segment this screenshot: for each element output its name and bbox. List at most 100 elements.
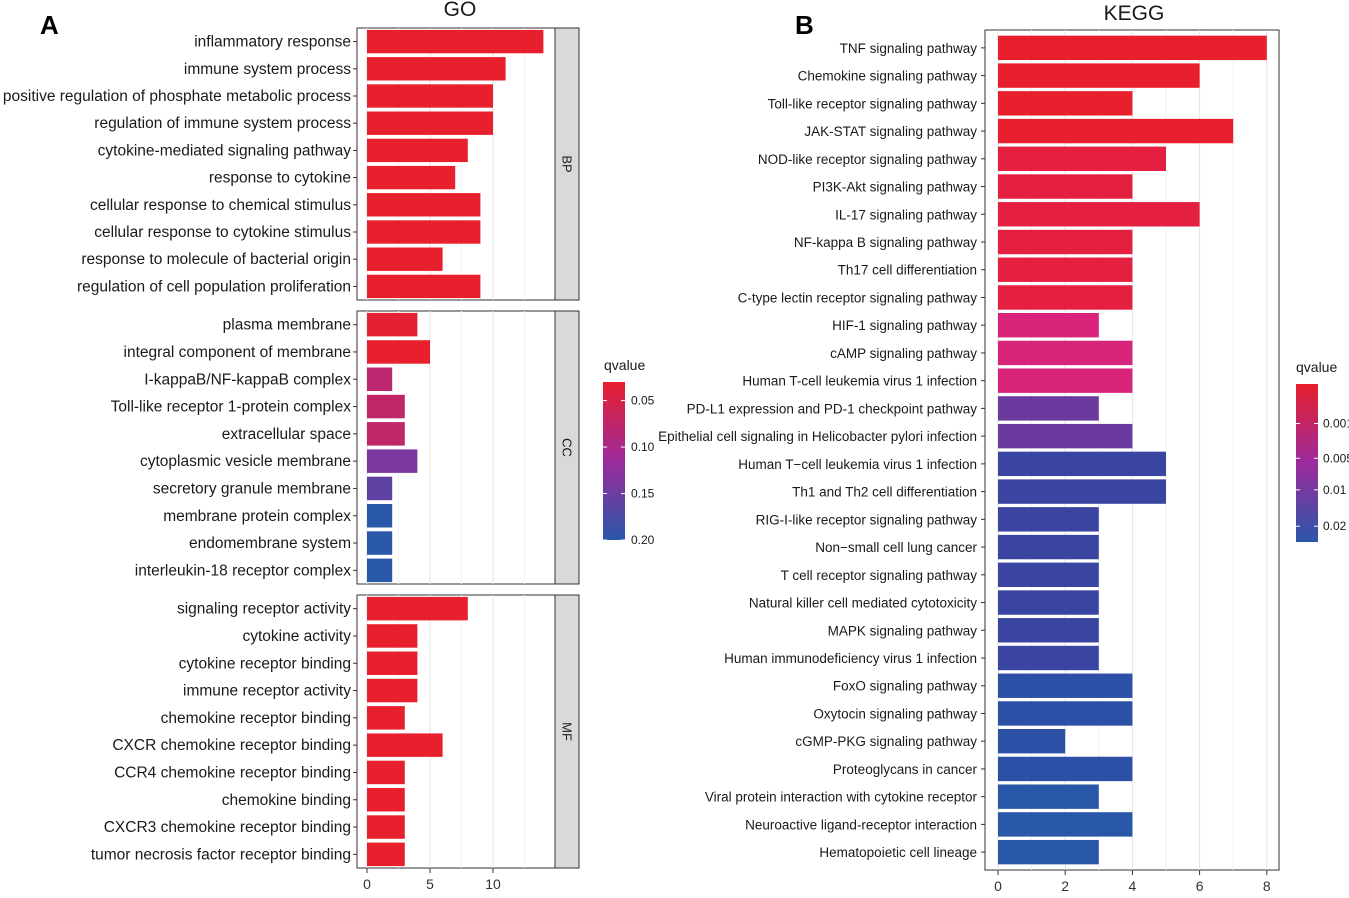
go-bar: [367, 422, 405, 446]
kegg-category-label: cAMP signaling pathway: [830, 346, 977, 361]
go-facet-strip: [554, 594, 580, 869]
go-panel: A GO inflammatory response immune system …: [3, 0, 580, 892]
kegg-category-label: NOD-like receptor signaling pathway: [758, 152, 977, 167]
kegg-legend-title: qvalue: [1296, 359, 1337, 375]
kegg-category-label: Human T-cell leukemia virus 1 infection: [742, 374, 977, 389]
go-legend-tick-label: 0.20: [631, 533, 655, 547]
kegg-category-label: Proteoglycans in cancer: [833, 762, 978, 777]
go-bar: [367, 476, 393, 501]
kegg-category-label: FoxO signaling pathway: [833, 679, 977, 694]
kegg-category-label: NF-kappa B signaling pathway: [794, 235, 977, 250]
kegg-bar: [998, 146, 1166, 172]
go-category-label: endomembrane system: [189, 535, 351, 552]
go-category-label: I-kappaB/NF-kappaB complex: [144, 371, 351, 388]
kegg-bar: [998, 202, 1200, 227]
go-bar: [367, 57, 506, 81]
go-bar: [367, 312, 418, 337]
kegg-x-tick-label: 2: [1061, 878, 1069, 894]
kegg-bar: [998, 91, 1133, 116]
go-category-label: cellular response to cytokine stimulus: [94, 224, 351, 241]
kegg-x-tick-label: 0: [994, 878, 1002, 894]
kegg-title: KEGG: [1104, 2, 1165, 25]
kegg-panel: B KEGG TNF signaling pathway Chemokine si…: [658, 2, 1280, 894]
panel-label-b: B: [795, 10, 814, 40]
kegg-bar: [998, 118, 1234, 144]
kegg-bar: [998, 174, 1133, 199]
go-category-label: cytoplasmic vesicle membrane: [140, 453, 351, 470]
go-category-label: membrane protein complex: [163, 508, 351, 525]
kegg-legend-tick-label: 0.001: [1323, 417, 1349, 431]
go-category-label: secretory granule membrane: [153, 480, 351, 497]
kegg-category-label: Human T−cell leukemia virus 1 infection: [738, 457, 977, 472]
kegg-bar: [998, 618, 1099, 643]
kegg-legend-tick-label: 0.02: [1323, 519, 1347, 533]
kegg-category-label: Oxytocin signaling pathway: [813, 706, 977, 721]
kegg-x-tick-label: 6: [1196, 878, 1204, 894]
go-bar: [367, 247, 443, 271]
kegg-bar: [998, 534, 1099, 560]
go-category-label: inflammatory response: [194, 34, 351, 51]
kegg-category-label: JAK-STAT signaling pathway: [804, 124, 977, 139]
go-category-label: positive regulation of phosphate metabol…: [3, 88, 351, 105]
kegg-category-label: Th17 cell differentiation: [838, 263, 977, 278]
go-legend-title: qvalue: [604, 357, 645, 373]
go-category-label: cytokine-mediated signaling pathway: [98, 142, 352, 159]
go-category-label: cytokine receptor binding: [179, 655, 351, 672]
kegg-bar: [998, 784, 1099, 809]
panel-label-a: A: [40, 10, 59, 40]
kegg-bar: [998, 839, 1099, 865]
go-category-label: cytokine activity: [242, 628, 351, 645]
go-bar: [367, 84, 493, 108]
kegg-category-label: HIF-1 signaling pathway: [832, 318, 977, 333]
kegg-x-tick-label: 4: [1129, 878, 1137, 894]
go-bar: [367, 624, 418, 648]
kegg-bar: [998, 285, 1133, 310]
kegg-category-label: Th1 and Th2 cell differentiation: [792, 485, 977, 500]
kegg-category-label: cGMP-PKG signaling pathway: [795, 734, 977, 749]
go-category-label: integral component of membrane: [124, 344, 351, 361]
go-category-label: tumor necrosis factor receptor binding: [91, 846, 351, 863]
go-bar: [367, 651, 418, 675]
kegg-bar: [998, 35, 1267, 61]
go-x-tick-label: 10: [485, 876, 501, 892]
kegg-bar: [998, 479, 1166, 504]
kegg-category-label: Viral protein interaction with cytokine …: [705, 790, 978, 805]
go-bar: [367, 193, 481, 217]
go-bar: [367, 504, 393, 528]
go-category-label: CCR4 chemokine receptor binding: [114, 764, 351, 781]
go-legend-tick-label: 0.10: [631, 440, 655, 454]
go-category-label: response to molecule of bacterial origin: [81, 251, 351, 268]
kegg-category-label: Chemokine signaling pathway: [798, 69, 978, 84]
go-bar: [367, 138, 468, 163]
go-facet-strip: [554, 310, 580, 585]
go-category-label: CXCR chemokine receptor binding: [112, 737, 351, 754]
kegg-bar: [998, 507, 1099, 532]
go-title: GO: [444, 0, 477, 21]
go-bar: [367, 733, 443, 757]
go-colorbar: [603, 382, 625, 540]
go-bar: [367, 340, 430, 364]
go-category-label: immune system process: [184, 61, 351, 78]
go-bar: [367, 220, 481, 244]
kegg-category-label: Human immunodeficiency virus 1 infection: [724, 651, 977, 666]
go-bar: [367, 706, 405, 730]
kegg-category-label: PD-L1 expression and PD-1 checkpoint pat…: [687, 401, 978, 416]
kegg-bar: [998, 229, 1133, 255]
kegg-category-label: Epithelial cell signaling in Helicobacte…: [658, 429, 977, 444]
kegg-category-label: Neuroactive ligand-receptor interaction: [745, 817, 977, 832]
go-legend-tick-label: 0.05: [631, 394, 655, 408]
kegg-bar: [998, 63, 1200, 88]
kegg-category-label: TNF signaling pathway: [840, 41, 978, 56]
kegg-x-tick-label: 8: [1263, 878, 1271, 894]
kegg-category-label: Hematopoietic cell lineage: [819, 845, 977, 860]
go-category-label: cellular response to chemical stimulus: [90, 197, 351, 214]
go-category-label: chemokine receptor binding: [161, 710, 351, 727]
kegg-bar: [998, 423, 1133, 449]
go-bar: [367, 788, 405, 812]
go-category-label: immune receptor activity: [183, 683, 351, 700]
kegg-legend-tick-label: 0.01: [1323, 483, 1347, 497]
kegg-bar: [998, 701, 1133, 726]
kegg-category-label: Non−small cell lung cancer: [815, 540, 977, 555]
go-facet-strip: [554, 27, 580, 301]
